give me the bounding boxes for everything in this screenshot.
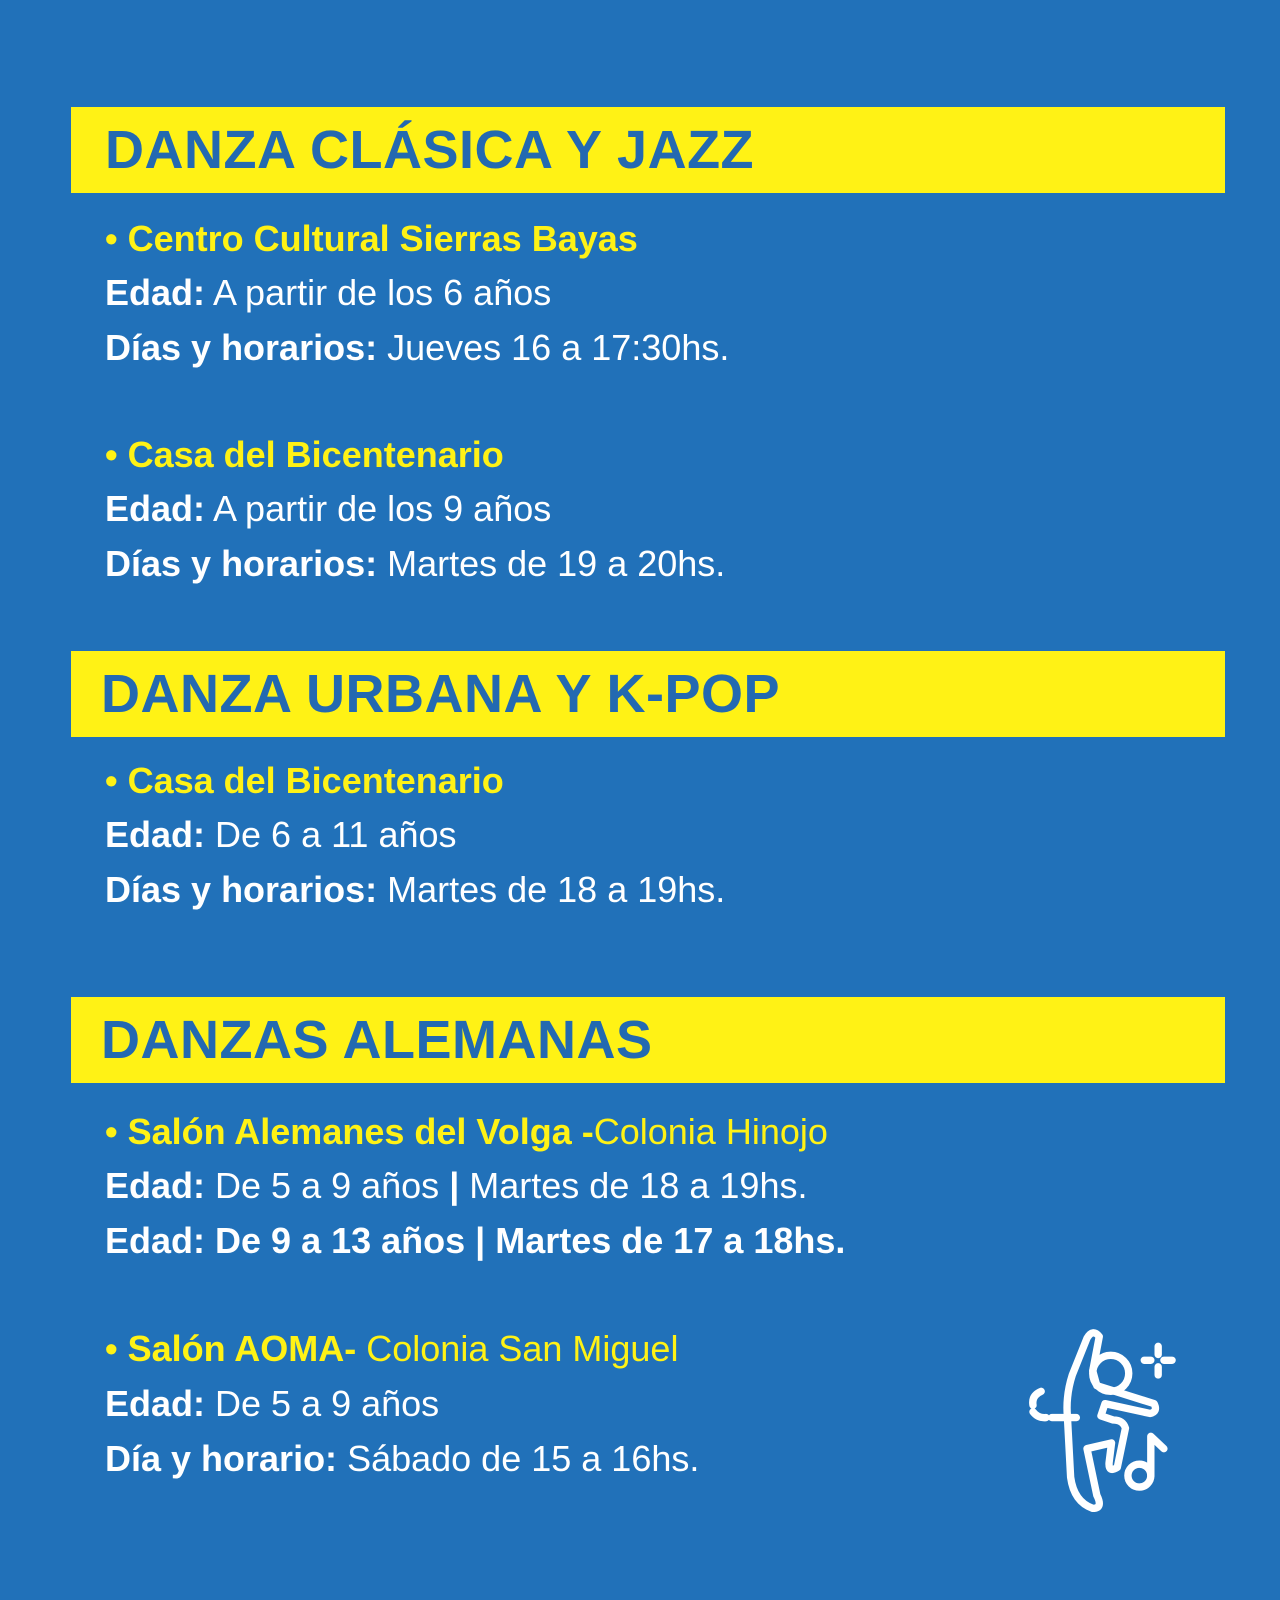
schedule-label: Días y horarios: (105, 327, 378, 368)
section-header-clasica-jazz: DANZA CLÁSICA Y JAZZ (71, 107, 1225, 193)
age-label: Edad: (105, 1165, 206, 1206)
schedule-label: Días y horarios: (105, 869, 378, 910)
venue-name: • Casa del Bicentenario (105, 435, 504, 475)
age-value: A partir de los 9 años (205, 488, 552, 529)
age-value: De 5 a 9 años (205, 1383, 440, 1424)
venue-name-text: • Centro Cultural Sierras Bayas (105, 218, 638, 259)
venue-name: • Casa del Bicentenario (105, 761, 504, 801)
section-header-danzas-alemanas: DANZAS ALEMANAS (71, 997, 1225, 1083)
age-label: Edad: (105, 488, 206, 529)
age-line: Edad: De 5 a 9 años | Martes de 18 a 19h… (105, 1166, 807, 1206)
separator: | (449, 1165, 460, 1206)
schedule-line: Días y horarios: Martes de 18 a 19hs. (105, 870, 725, 910)
venue-name-text: • Salón Alemanes del Volga - (105, 1111, 594, 1152)
venue-name-text: • Casa del Bicentenario (105, 760, 504, 801)
schedule-value: Sábado de 15 a 16hs. (337, 1438, 700, 1479)
venue-name-text: • Salón AOMA- (105, 1328, 357, 1369)
venue-name-text: • Casa del Bicentenario (105, 434, 504, 475)
schedule-value: Jueves 16 a 17:30hs. (377, 327, 730, 368)
venue-location: Colonia Hinojo (593, 1111, 828, 1152)
venue-location: Colonia San Miguel (356, 1328, 679, 1369)
age-label: Edad: (105, 1220, 206, 1261)
dancer-with-music-note-icon (1029, 1329, 1176, 1513)
venue-name: • Centro Cultural Sierras Bayas (105, 219, 638, 259)
age-label: Edad: (105, 1383, 206, 1424)
age-label: Edad: (105, 272, 206, 313)
age-value: De 9 a 13 años (205, 1220, 476, 1261)
age-value: De 5 a 9 años (205, 1165, 450, 1206)
schedule-value: Martes de 18 a 19hs. (377, 869, 726, 910)
section-title: DANZAS ALEMANAS (101, 1010, 653, 1070)
separator: | (475, 1220, 486, 1261)
age-value: De 6 a 11 años (205, 814, 457, 855)
age-line: Edad: A partir de los 6 años (105, 273, 551, 313)
schedule-value: Martes de 18 a 19hs. (459, 1165, 808, 1206)
schedule-value: Martes de 17 a 18hs. (485, 1220, 846, 1261)
age-line: Edad: A partir de los 9 años (105, 489, 551, 529)
age-label: Edad: (105, 814, 206, 855)
section-header-urbana-kpop: DANZA URBANA Y K-POP (71, 651, 1225, 737)
schedule-label: Día y horario: (105, 1438, 338, 1479)
section-title: DANZA URBANA Y K-POP (101, 664, 781, 724)
age-line: Edad: De 6 a 11 años (105, 815, 457, 855)
venue-name: • Salón AOMA- Colonia San Miguel (105, 1329, 678, 1369)
schedule-line: Días y horarios: Martes de 19 a 20hs. (105, 544, 725, 584)
section-title: DANZA CLÁSICA Y JAZZ (105, 120, 755, 180)
schedule-label: Días y horarios: (105, 543, 378, 584)
schedule-line: Día y horario: Sábado de 15 a 16hs. (105, 1439, 699, 1479)
age-line: Edad: De 5 a 9 años (105, 1384, 439, 1424)
schedule-line: Días y horarios: Jueves 16 a 17:30hs. (105, 328, 729, 368)
venue-name: • Salón Alemanes del Volga -Colonia Hino… (105, 1112, 828, 1152)
age-line: Edad: De 9 a 13 años | Martes de 17 a 18… (105, 1221, 845, 1261)
age-value: A partir de los 6 años (205, 272, 552, 313)
schedule-value: Martes de 19 a 20hs. (377, 543, 726, 584)
